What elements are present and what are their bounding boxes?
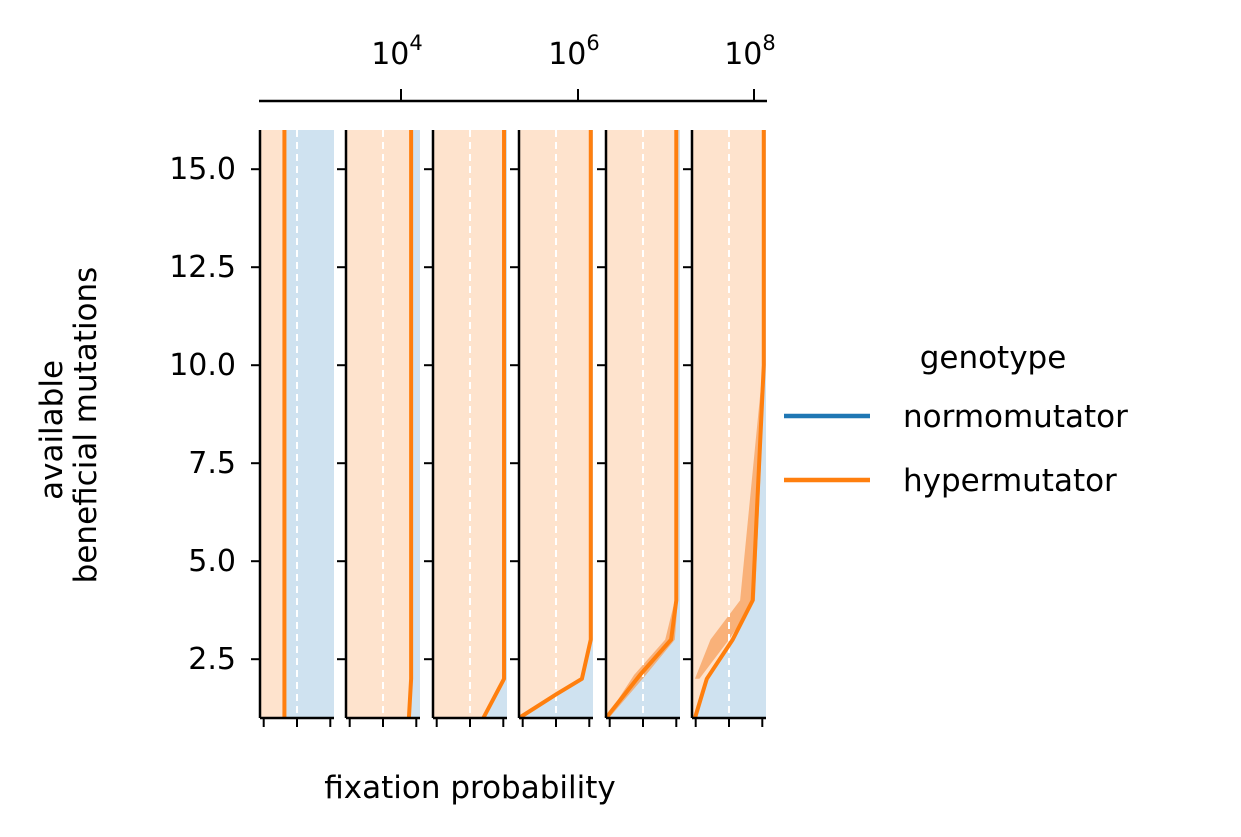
hypermutator-line [481,130,507,719]
facet-panel-4 [510,130,593,727]
hypermutator-line [693,130,766,719]
hypermutator-line [406,130,414,719]
hypermutator-line [517,130,593,720]
hypermutator-fill [519,130,591,718]
legend: genotype normomutator hypermutator [784,340,1128,499]
facet-panel-3 [424,130,507,727]
facet-panels [251,130,766,727]
normomutator-legend-label: normomutator [903,399,1128,435]
facet-panel-5 [597,130,680,727]
top-tick-label: 108 [724,31,776,72]
top-tick-label-exponent: 6 [586,31,599,55]
hypermutator-fill [346,130,412,718]
top-tick-label-base: 10 [724,37,762,72]
y-axis-title: available beneficial mutations [34,267,104,584]
y-axis: 2.5 5.0 7.5 10.0 12.5 15.0 [169,152,236,677]
top-x-axis: 104 106 108 [259,31,776,103]
facet-panel-1 [251,130,334,727]
y-tick-label: 12.5 [169,250,236,285]
x-axis-title: fixation probability [324,770,616,806]
top-tick-label-base: 10 [371,37,409,72]
y-tick-label: 7.5 [188,446,236,481]
y-axis-title-line-1: available [34,360,70,500]
normomutator-fill [694,130,766,718]
normomutator-fill [284,130,334,718]
facet-panel-2 [337,130,420,727]
hypermutator-fill [260,130,285,718]
facet-panel-6 [683,130,766,727]
hypermutator-fill [606,130,677,718]
top-tick-label-exponent: 8 [762,31,775,55]
hypermutator-line [604,130,679,720]
hypermutator-legend-label: hypermutator [903,463,1117,499]
y-tick-label: 10.0 [169,348,236,383]
top-tick-label-exponent: 4 [409,31,422,55]
y-axis-title-line-2: beneficial mutations [68,267,104,584]
y-tick-label: 2.5 [188,642,236,677]
legend-title: genotype [920,340,1067,376]
hypermutator-confidence-band [694,365,766,679]
hypermutator-fill [433,130,505,718]
y-tick-label: 5.0 [188,544,236,579]
normomutator-fill [606,130,680,718]
top-tick-label: 104 [371,31,423,72]
top-tick-label-base: 10 [548,37,586,72]
top-tick-label: 106 [548,31,600,72]
y-tick-label: 15.0 [169,152,236,187]
